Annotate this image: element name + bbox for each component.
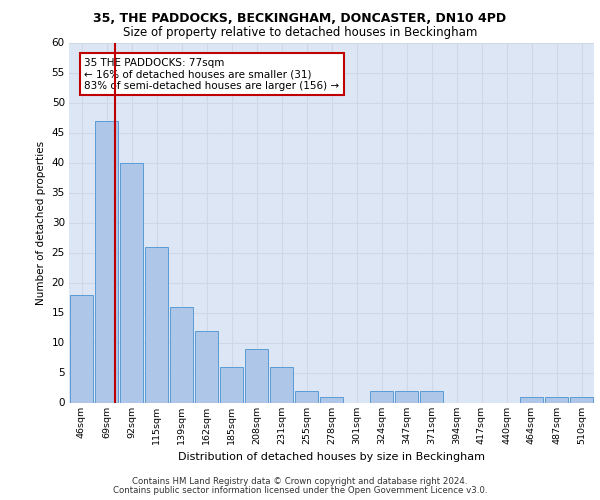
Text: 35 THE PADDOCKS: 77sqm
← 16% of detached houses are smaller (31)
83% of semi-det: 35 THE PADDOCKS: 77sqm ← 16% of detached… xyxy=(85,58,340,90)
Text: 35, THE PADDOCKS, BECKINGHAM, DONCASTER, DN10 4PD: 35, THE PADDOCKS, BECKINGHAM, DONCASTER,… xyxy=(94,12,506,26)
Bar xyxy=(195,330,218,402)
Text: Contains HM Land Registry data © Crown copyright and database right 2024.: Contains HM Land Registry data © Crown c… xyxy=(132,477,468,486)
Bar xyxy=(295,390,318,402)
Bar xyxy=(245,348,268,403)
Bar xyxy=(70,294,93,403)
Y-axis label: Number of detached properties: Number of detached properties xyxy=(36,140,46,304)
X-axis label: Distribution of detached houses by size in Beckingham: Distribution of detached houses by size … xyxy=(178,452,485,462)
Bar xyxy=(570,396,593,402)
Bar xyxy=(120,162,143,402)
Text: Size of property relative to detached houses in Beckingham: Size of property relative to detached ho… xyxy=(123,26,477,39)
Bar xyxy=(270,366,293,402)
Bar xyxy=(145,246,168,402)
Text: Contains public sector information licensed under the Open Government Licence v3: Contains public sector information licen… xyxy=(113,486,487,495)
Bar xyxy=(95,120,118,402)
Bar xyxy=(320,396,343,402)
Bar xyxy=(170,306,193,402)
Bar xyxy=(395,390,418,402)
Bar xyxy=(545,396,568,402)
Bar xyxy=(420,390,443,402)
Bar xyxy=(370,390,393,402)
Bar xyxy=(220,366,243,402)
Bar xyxy=(520,396,543,402)
